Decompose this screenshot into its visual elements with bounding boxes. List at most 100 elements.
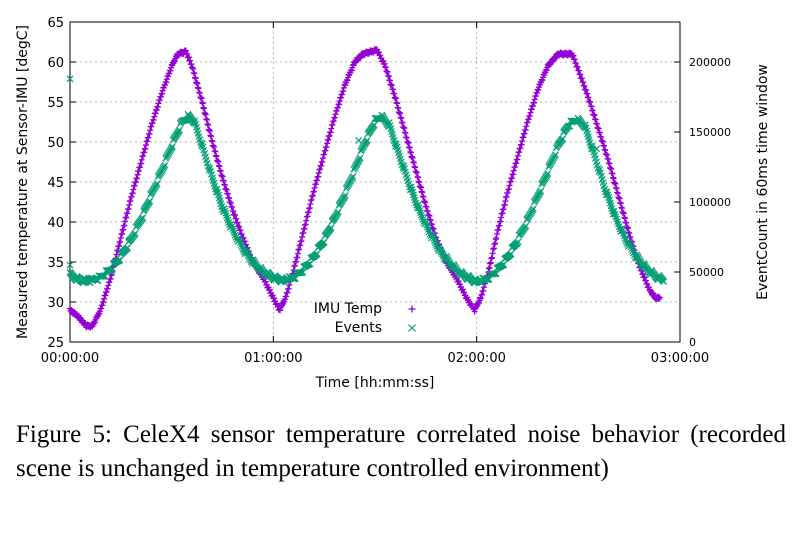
legend-label-imu-temp: IMU Temp — [314, 301, 382, 317]
grid-lines — [70, 22, 680, 342]
event-point — [626, 241, 634, 249]
event-point — [421, 217, 429, 225]
tick-label-y: 50 — [47, 136, 64, 151]
event-point — [423, 221, 431, 229]
event-point — [230, 229, 238, 237]
event-point — [237, 241, 245, 248]
event-point — [341, 191, 349, 199]
event-point — [230, 227, 237, 235]
event-point — [559, 135, 567, 143]
event-point — [356, 154, 364, 162]
legend-marker-imu-temp — [408, 305, 416, 313]
series-imu-temp — [67, 46, 663, 331]
event-point — [222, 212, 230, 220]
event-point — [291, 275, 299, 283]
event-point — [422, 219, 430, 227]
event-point — [500, 261, 508, 269]
series-events — [66, 75, 668, 287]
tick-label-y: 35 — [47, 256, 64, 271]
tick-label-x: 03:00:00 — [651, 351, 709, 366]
tick-label-y2: 0 — [689, 336, 696, 349]
event-outlier-point — [355, 136, 363, 144]
event-point — [299, 268, 307, 276]
x-axis-title: Time [hh:mm:ss] — [315, 375, 435, 391]
event-point — [228, 223, 236, 230]
tick-label-x: 02:00:00 — [447, 351, 505, 366]
event-outlier-point — [66, 261, 74, 269]
event-point — [221, 207, 229, 215]
tick-label-y: 55 — [47, 96, 64, 111]
event-point — [227, 220, 235, 228]
event-point — [428, 231, 436, 239]
tick-label-x: 00:00:00 — [41, 351, 99, 366]
event-point — [492, 270, 500, 278]
imu-temp-point — [656, 294, 663, 301]
event-point — [131, 230, 139, 237]
event-point — [566, 122, 574, 130]
event-point — [429, 233, 437, 241]
event-point — [349, 172, 357, 180]
event-point — [153, 180, 161, 187]
chart: 25 30 35 40 45 50 55 60 65 0 50000 100000 150000 200… — [15, 16, 771, 391]
event-point — [424, 226, 432, 233]
left-axis: 25 30 35 40 45 50 55 60 65 — [47, 16, 76, 351]
event-point — [522, 222, 530, 230]
legend-plus-marker — [408, 305, 416, 313]
event-point — [242, 246, 250, 254]
event-point — [320, 238, 328, 246]
event-point — [507, 250, 515, 258]
legend-label-events: Events — [335, 320, 382, 336]
event-point — [223, 214, 231, 222]
event-point — [544, 170, 552, 178]
tick-label-y2: 50000 — [689, 266, 724, 279]
event-point — [243, 248, 251, 256]
tick-label-y2: 100000 — [689, 196, 731, 209]
event-point — [660, 278, 668, 286]
event-point — [176, 126, 183, 134]
tick-label-y: 25 — [47, 336, 64, 351]
tick-label-y: 65 — [47, 16, 64, 31]
tick-label-y2: 150000 — [689, 126, 731, 139]
event-point — [627, 243, 635, 251]
event-point — [625, 239, 633, 247]
tick-label-x: 01:00:00 — [244, 351, 302, 366]
event-point — [416, 207, 424, 215]
event-point — [146, 197, 154, 205]
tick-label-y: 30 — [47, 296, 64, 311]
event-point — [235, 234, 243, 242]
event-outlier-point — [593, 145, 601, 153]
event-point — [313, 250, 321, 258]
event-point — [370, 121, 378, 129]
tick-label-y: 45 — [47, 176, 64, 191]
event-point — [552, 151, 559, 159]
legend-x-marker — [408, 324, 416, 332]
legend: IMU Temp Events — [314, 301, 416, 336]
event-point — [236, 239, 244, 246]
event-point — [530, 205, 537, 213]
event-point — [327, 224, 335, 232]
event-point — [363, 137, 371, 144]
event-point — [628, 245, 636, 253]
y-axis-title: Measured temperature at Sensor-IMU [degC… — [15, 25, 31, 339]
event-outlier-point — [66, 75, 74, 83]
event-point — [537, 187, 545, 195]
event-point — [244, 250, 251, 257]
event-point — [417, 209, 424, 217]
tick-label-y: 40 — [47, 216, 64, 231]
event-point — [108, 266, 116, 273]
event-point — [424, 223, 431, 231]
event-point — [220, 205, 228, 213]
event-point — [161, 161, 169, 169]
event-point — [236, 236, 243, 244]
event-point — [139, 214, 147, 221]
event-point — [334, 208, 342, 216]
event-point — [435, 243, 443, 251]
event-point — [222, 209, 230, 217]
tick-label-y: 60 — [47, 56, 64, 71]
event-point — [101, 272, 109, 280]
x-axis: 00:00:00 01:00:00 02:00:00 03:00:00 — [41, 22, 709, 366]
event-point — [116, 256, 124, 264]
event-point — [514, 238, 522, 246]
event-point — [306, 260, 314, 268]
event-point — [485, 276, 493, 283]
